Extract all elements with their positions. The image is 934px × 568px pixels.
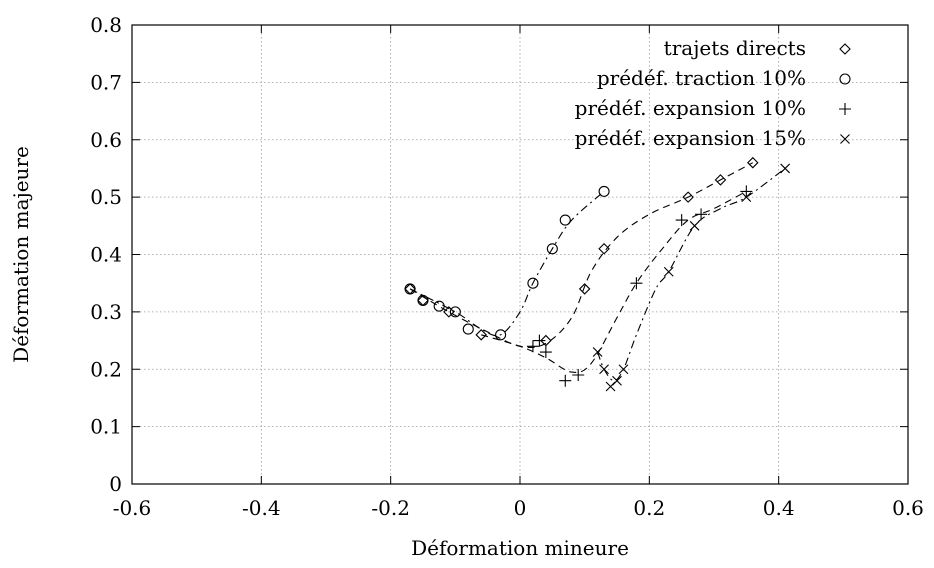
data-point-series-1 [714,174,727,186]
data-point-series-4 [612,375,622,386]
x-axis-label: Déformation mineure [411,536,629,560]
data-point-series-1 [747,156,759,169]
y-tick-label: 0.2 [90,357,122,381]
data-point-series-4 [592,347,603,357]
data-point-series-1 [598,242,610,255]
x-tick-label: -0.2 [371,496,410,520]
legend: trajets directs prédéf. traction 10% prédé… [575,36,851,150]
data-point-series-2 [546,243,558,255]
legend-label: trajets directs [664,36,806,60]
legend-marker-circle [839,73,851,85]
data-point-series-1 [682,191,694,203]
data-point-series-4 [689,220,700,231]
axis-ticks: -0.6 -0.4 -0.2 0 0.2 0.4 0.6 0 0.1 0.2 0.3 0.4 0.5 0.… [90,13,924,520]
data-point-series-2 [404,283,416,295]
data-point-series-1 [443,306,455,318]
data-point-series-4 [780,163,791,174]
data-point-series-4 [663,266,674,277]
data-point-series-3 [740,185,753,198]
x-tick-label: 0.2 [633,496,665,520]
data-point-series-3 [675,214,688,227]
y-tick-label: 0 [109,472,122,496]
legend-label: prédéf. expansion 10% [575,96,806,120]
y-tick-label: 0.5 [90,185,122,209]
data-markers [404,156,791,392]
fit-curve-series-2 [409,190,605,337]
data-point-series-2 [433,300,445,312]
data-point-series-1 [475,329,487,341]
fit-curve-series-4 [597,167,786,382]
legend-label: prédéf. traction 10% [597,66,806,90]
y-tick-label: 0.3 [90,300,122,324]
data-point-series-1 [578,283,591,295]
legend-label: prédéf. expansion 15% [575,126,806,150]
grid [132,25,908,484]
data-point-series-3 [630,277,643,290]
data-point-series-3 [539,346,552,359]
x-tick-label: 0 [514,496,527,520]
data-point-series-4 [741,192,752,203]
fit-curve-series-3 [481,190,747,374]
fit-curve-series-1 [409,162,754,349]
fit-curves [409,162,786,382]
data-point-series-4 [599,364,609,375]
legend-marker-cross [840,134,850,144]
data-point-series-4 [618,364,629,375]
data-point-series-2 [527,277,539,289]
x-tick-label: 0.6 [892,496,924,520]
data-point-series-3 [526,340,539,353]
x-tick-label: -0.4 [242,496,281,520]
data-point-series-3 [572,368,585,381]
y-tick-label: 0.1 [90,415,122,439]
legend-marker-diamond [839,43,851,55]
y-tick-label: 0.6 [90,128,122,152]
data-point-series-2 [449,306,461,318]
data-point-series-1 [540,334,552,347]
y-tick-label: 0.8 [90,13,122,37]
data-point-series-2 [598,185,610,197]
x-tick-label: -0.6 [113,496,152,520]
data-point-series-3 [695,208,708,221]
legend-marker-plus [839,103,851,115]
x-tick-label: 0.4 [763,496,795,520]
data-point-series-3 [559,374,572,387]
y-axis-label: Déformation majeure [9,146,33,363]
data-point-series-2 [417,294,429,306]
data-point-series-2 [495,329,507,341]
data-point-series-2 [559,214,571,226]
y-tick-label: 0.4 [90,243,122,267]
y-tick-label: 0.7 [90,70,122,94]
data-point-series-3 [533,334,546,347]
data-point-series-2 [462,323,474,335]
